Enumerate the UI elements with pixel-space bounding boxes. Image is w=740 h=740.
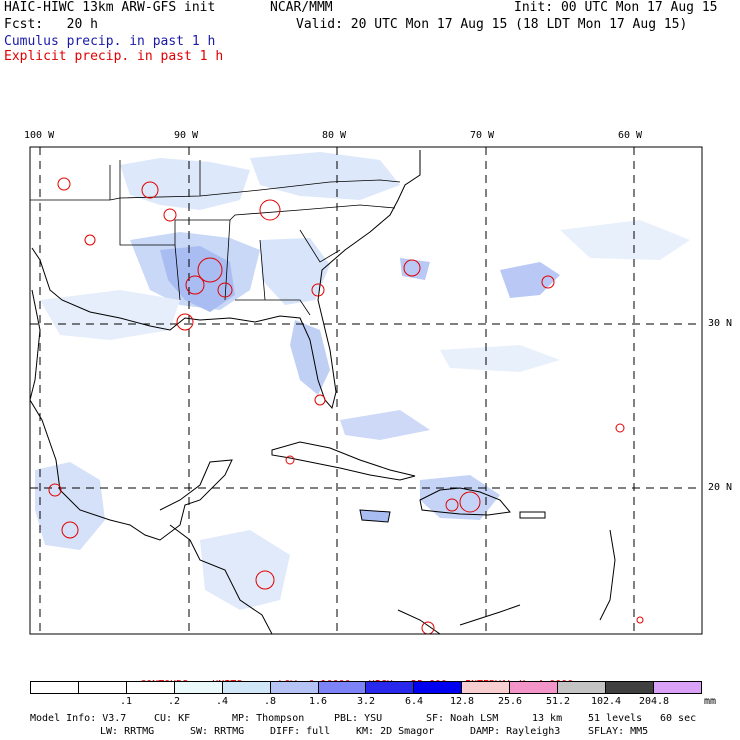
lon-label-70w: 70 W <box>470 130 495 141</box>
scale-label: .1 <box>119 696 133 707</box>
cumulus-precip-shading <box>35 152 690 610</box>
explicit-precip-legend: Explicit precip. in past 1 h <box>4 49 224 64</box>
scale-cell <box>510 682 559 693</box>
scale-label: .4 <box>215 696 229 707</box>
valid-time: Valid: 20 UTC Mon 17 Aug 15 (18 LDT Mon … <box>296 17 688 32</box>
scale-cell <box>414 682 463 693</box>
diffusion-option: DIFF: full <box>270 726 331 737</box>
microphysics-scheme: MP: Thompson <box>232 713 305 724</box>
damping-option: DAMP: Rayleigh3 <box>470 726 561 737</box>
forecast-hour: Fcst: 20 h <box>4 17 98 32</box>
init-time: Init: 00 UTC Mon 17 Aug 15 <box>514 0 718 15</box>
color-scale-bar <box>30 681 702 694</box>
lon-label-100w: 100 W <box>24 130 55 141</box>
scale-cell <box>31 682 79 693</box>
cumulus-precip-legend: Cumulus precip. in past 1 h <box>4 34 216 49</box>
scale-cell <box>270 682 319 693</box>
scale-label: 6.4 <box>404 696 424 707</box>
state-boundaries <box>30 160 401 316</box>
surface-scheme: SF: Noah LSM <box>426 713 499 724</box>
scale-label: 51.2 <box>545 696 571 707</box>
surface-layer-scheme: SFLAY: MM5 <box>588 726 649 737</box>
scale-label: 204.8 <box>638 696 670 707</box>
scale-cell <box>126 682 175 693</box>
scale-cell <box>78 682 127 693</box>
scale-cell <box>318 682 367 693</box>
scale-unit: mm <box>704 696 717 707</box>
map-frame <box>29 146 703 635</box>
scale-cell <box>174 682 223 693</box>
organization: NCAR/MMM <box>270 0 333 15</box>
grid-spacing: 13 km <box>532 713 563 724</box>
scale-label: .2 <box>167 696 181 707</box>
pbl-scheme: PBL: YSU <box>334 713 383 724</box>
scale-cell <box>653 682 701 693</box>
grid-lines <box>30 147 702 634</box>
model-info: Model Info: V3.7 <box>30 713 127 724</box>
scale-cell <box>462 682 511 693</box>
scale-cell <box>366 682 415 693</box>
eddy-option: KM: 2D Smagor <box>356 726 435 737</box>
scale-label: 102.4 <box>590 696 622 707</box>
scale-label: 3.2 <box>356 696 376 707</box>
scale-cell <box>222 682 271 693</box>
lat-label-30n: 30 N <box>708 318 733 329</box>
lon-label-60w: 60 W <box>618 130 643 141</box>
scale-label: 12.8 <box>449 696 475 707</box>
coastlines <box>30 150 616 634</box>
vertical-levels: 51 levels <box>588 713 643 724</box>
lon-label-90w: 90 W <box>174 130 199 141</box>
lat-label-20n: 20 N <box>708 482 733 493</box>
scale-cell <box>606 682 654 693</box>
lon-label-80w: 80 W <box>322 130 347 141</box>
scale-label: 1.6 <box>308 696 328 707</box>
scale-label: .8 <box>263 696 277 707</box>
timestep: 60 sec <box>660 713 697 724</box>
explicit-precip-contours <box>48 177 644 634</box>
cumulus-scheme: CU: KF <box>154 713 191 724</box>
shortwave-scheme: SW: RRTMG <box>190 726 245 737</box>
scale-label: 25.6 <box>497 696 523 707</box>
model-title: HAIC-HIWC 13km ARW-GFS init <box>4 0 216 15</box>
scale-cell <box>558 682 607 693</box>
longwave-scheme: LW: RRTMG <box>100 726 155 737</box>
